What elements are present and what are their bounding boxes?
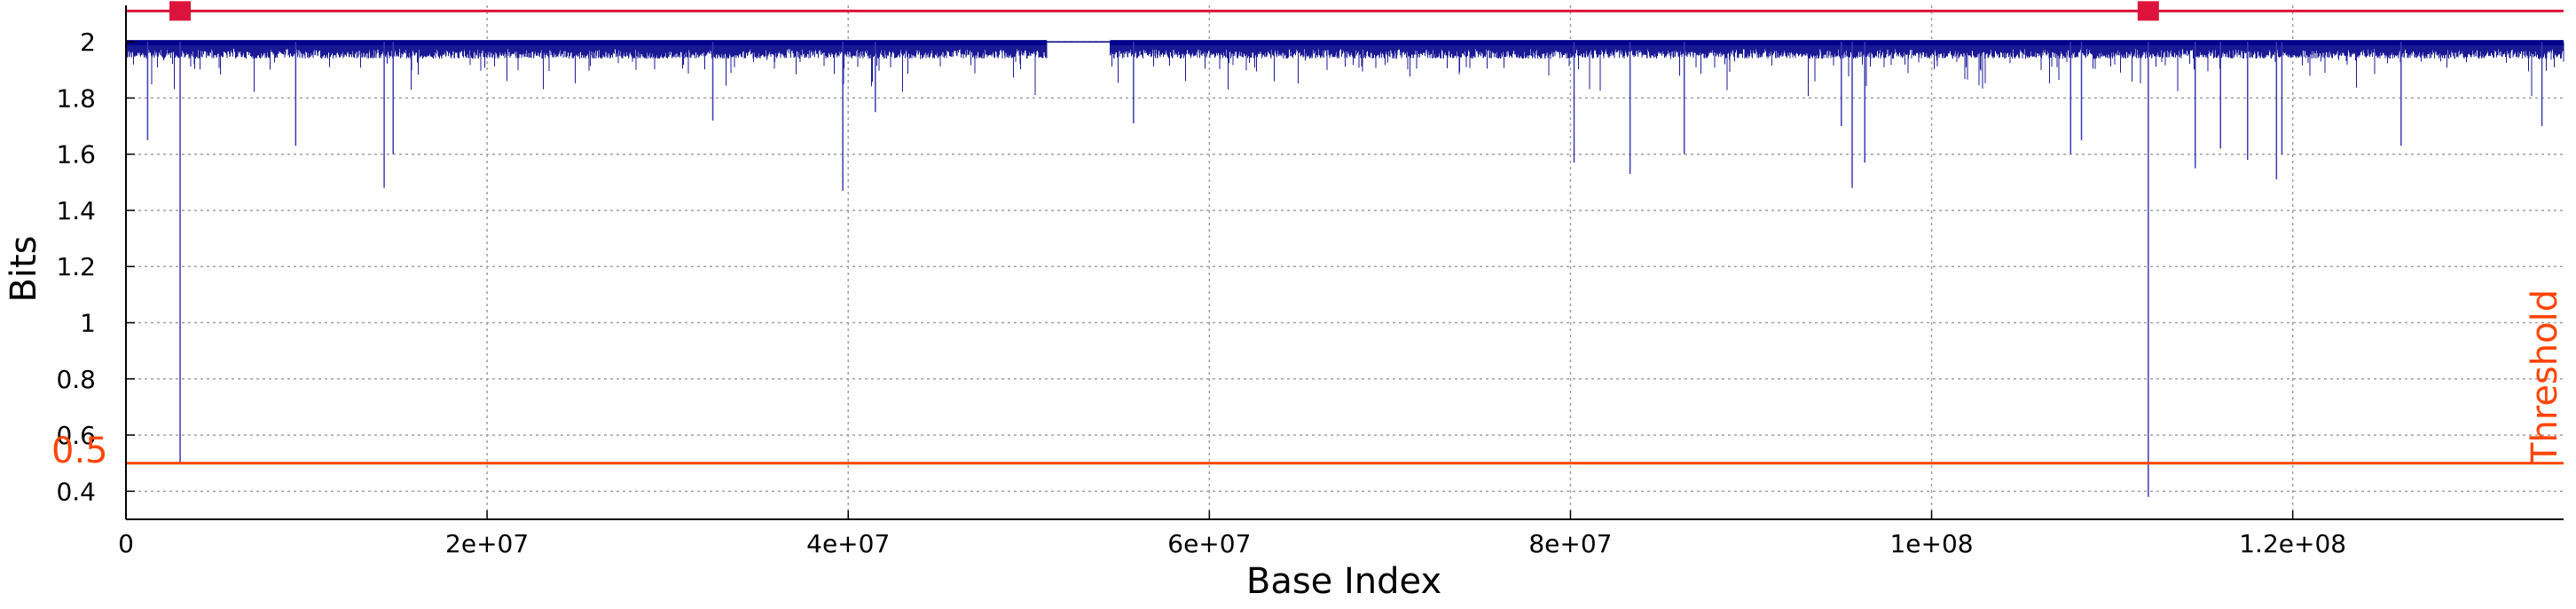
y-tick-label: 1.6 [56,140,96,170]
series-layer [125,40,2564,497]
series-noise [125,42,2564,97]
y-tick-label: 2 [80,28,96,57]
y-tick-label: 1.8 [56,83,96,113]
x-tick-label: 2e+07 [445,529,529,558]
y-axis-title: Bits [4,235,44,302]
grid-layer [125,5,2564,519]
x-axis-title: Base Index [1246,561,1441,602]
y-tick-label: 0.4 [56,477,96,506]
x-tick-label: 1.2e+08 [2239,529,2346,558]
y-tick-label: 1.2 [56,252,96,281]
y-tick-label: 1 [80,309,96,338]
x-tick-label: 1e+08 [1889,529,1973,558]
marker-square [2137,1,2159,21]
threshold-label: Threshold [2525,289,2565,465]
overlay-layer [126,1,2564,465]
x-tick-label: 0 [118,529,134,558]
y-tick-label: 1.4 [56,196,96,225]
threshold-value-label: 0.5 [51,431,108,471]
x-tick-label: 8e+07 [1528,529,1612,558]
marker-square [169,1,192,21]
series-top-band [126,40,1048,46]
x-tick-label: 6e+07 [1167,529,1251,558]
y-tick-label: 0.6 [56,421,96,450]
axis-layer: 0 2e+07 4e+07 6e+07 8e+07 1e+08 1.2e+08 0.4 0.6 0… [56,5,2564,558]
y-tick-label: 0.8 [56,365,96,394]
x-tick-label: 4e+07 [806,529,890,558]
series-top-band [1110,40,2564,46]
